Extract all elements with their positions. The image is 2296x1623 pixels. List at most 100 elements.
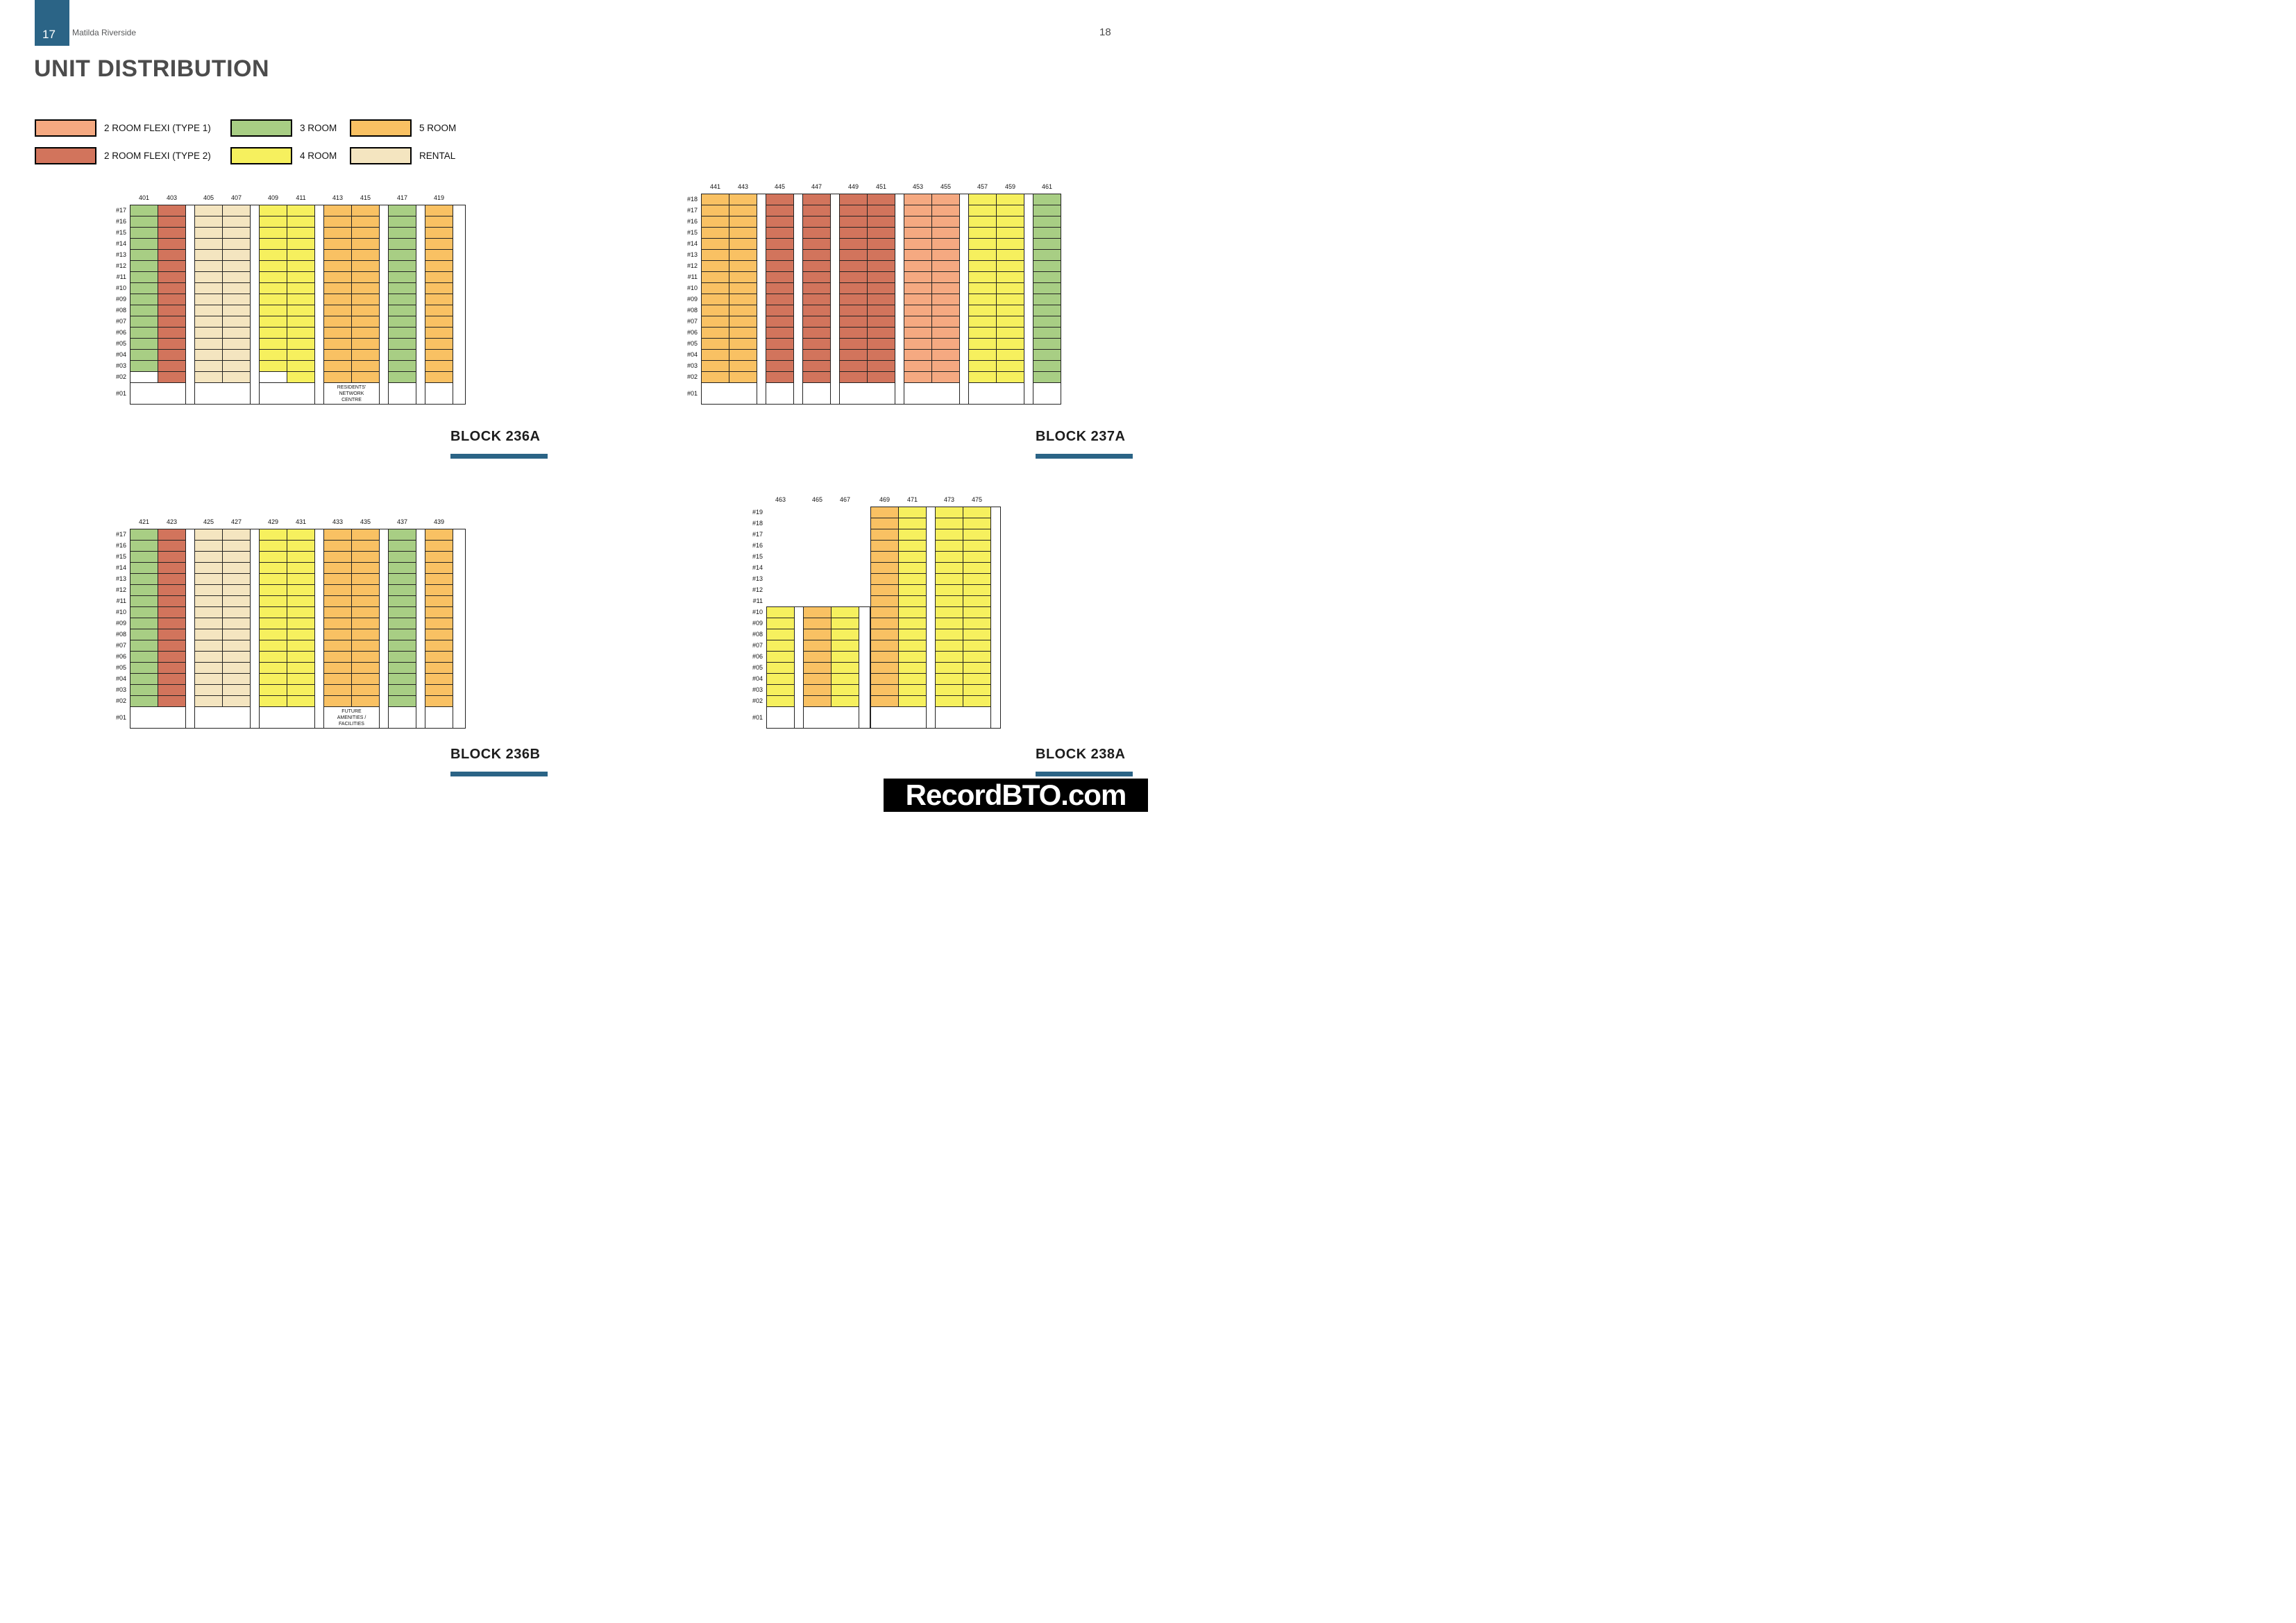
floor-label: #01 bbox=[686, 390, 698, 397]
unit-cell bbox=[702, 272, 729, 282]
unit-cell bbox=[425, 339, 453, 349]
unit-cell bbox=[287, 563, 314, 573]
floor-label: #18 bbox=[752, 520, 763, 527]
floor-label: #06 bbox=[115, 653, 126, 660]
unit-cell bbox=[352, 640, 379, 651]
unit-cell bbox=[425, 652, 453, 662]
unit-cell bbox=[702, 361, 729, 371]
unit-cell bbox=[1033, 316, 1061, 327]
unit-cell bbox=[963, 652, 990, 662]
unit-cell bbox=[223, 618, 250, 629]
unit-cell bbox=[425, 529, 453, 540]
unit-cell bbox=[425, 685, 453, 695]
unit-cell bbox=[287, 552, 314, 562]
unit-cell bbox=[969, 372, 996, 382]
unit-cell bbox=[389, 674, 416, 684]
unit-cell bbox=[158, 272, 185, 282]
unit-cell bbox=[871, 618, 898, 629]
floor-label: #14 bbox=[752, 564, 763, 571]
unit-cell bbox=[324, 216, 351, 227]
unit-cell bbox=[936, 574, 963, 584]
unit-cell bbox=[832, 629, 859, 640]
unit-cell bbox=[832, 663, 859, 673]
unit-cell bbox=[803, 194, 830, 205]
unit-grid bbox=[130, 529, 186, 729]
unit-cell bbox=[899, 507, 926, 518]
unit-cell bbox=[899, 685, 926, 695]
unit-cell bbox=[904, 294, 931, 305]
unit-cell bbox=[803, 228, 830, 238]
unit-cell bbox=[352, 339, 379, 349]
unit-cell bbox=[223, 372, 250, 382]
unit-cell bbox=[969, 261, 996, 271]
unit-cell bbox=[287, 272, 314, 282]
unit-cell bbox=[936, 529, 963, 540]
unit-cell bbox=[352, 216, 379, 227]
unit-cell bbox=[425, 674, 453, 684]
unit-cell bbox=[324, 685, 351, 695]
unit-cell bbox=[158, 652, 185, 662]
unit-grid bbox=[803, 606, 859, 729]
unit-cell bbox=[223, 640, 250, 651]
ground-floor-cell bbox=[767, 707, 794, 728]
stack-label: 421 bbox=[138, 518, 150, 525]
unit-cell bbox=[904, 272, 931, 282]
unit-cell bbox=[389, 640, 416, 651]
unit-cell bbox=[324, 283, 351, 294]
unit-cell bbox=[936, 585, 963, 595]
unit-cell bbox=[871, 541, 898, 551]
floor-label: #01 bbox=[752, 714, 763, 721]
unit-cell bbox=[195, 529, 222, 540]
unit-cell bbox=[158, 640, 185, 651]
unit-cell bbox=[871, 685, 898, 695]
unit-cell bbox=[904, 305, 931, 316]
unit-cell bbox=[352, 372, 379, 382]
unit-cell bbox=[904, 361, 931, 371]
unit-cell bbox=[195, 552, 222, 562]
unit-cell bbox=[287, 361, 314, 371]
floor-label: #06 bbox=[115, 329, 126, 336]
unit-cell bbox=[832, 674, 859, 684]
unit-cell bbox=[997, 361, 1024, 371]
unit-grid bbox=[388, 205, 416, 405]
unit-cell bbox=[324, 529, 351, 540]
floor-label: #05 bbox=[752, 664, 763, 671]
unit-cell bbox=[1033, 328, 1061, 338]
unit-cell bbox=[969, 194, 996, 205]
unit-cell bbox=[729, 305, 757, 316]
unit-cell bbox=[389, 228, 416, 238]
floor-label: #15 bbox=[115, 553, 126, 560]
unit-cell bbox=[840, 283, 867, 294]
unit-cell bbox=[352, 305, 379, 316]
unit-cell bbox=[195, 205, 222, 216]
unit-cell bbox=[932, 361, 959, 371]
unit-cell bbox=[352, 563, 379, 573]
stack-label: 443 bbox=[737, 183, 749, 190]
unit-cell bbox=[389, 350, 416, 360]
unit-cell bbox=[425, 552, 453, 562]
unit-cell bbox=[997, 305, 1024, 316]
unit-cell bbox=[223, 328, 250, 338]
unit-cell bbox=[425, 216, 453, 227]
unit-cell bbox=[1033, 305, 1061, 316]
unit-cell bbox=[389, 663, 416, 673]
unit-cell bbox=[729, 372, 757, 382]
unit-cell bbox=[352, 596, 379, 606]
unit-cell bbox=[425, 316, 453, 327]
unit-cell bbox=[963, 541, 990, 551]
unit-cell bbox=[158, 205, 185, 216]
unit-cell bbox=[324, 272, 351, 282]
block-title-underline-238a bbox=[1036, 772, 1133, 776]
unit-grid bbox=[388, 529, 416, 729]
unit-cell bbox=[904, 316, 931, 327]
unit-cell bbox=[1033, 272, 1061, 282]
unit-cell bbox=[871, 674, 898, 684]
unit-cell bbox=[287, 574, 314, 584]
unit-cell bbox=[899, 563, 926, 573]
unit-grid bbox=[259, 205, 315, 405]
unit-cell bbox=[158, 250, 185, 260]
unit-cell bbox=[389, 552, 416, 562]
unit-cell bbox=[130, 640, 158, 651]
unit-cell bbox=[389, 596, 416, 606]
unit-cell bbox=[324, 328, 351, 338]
